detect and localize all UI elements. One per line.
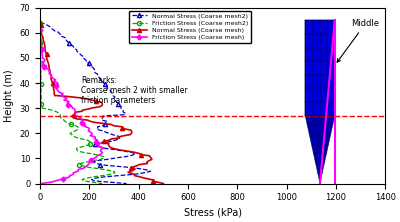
Normal Stress (Coarse mesh2) [38,21,42,24]
X-axis label: Stress (kPa): Stress (kPa) [184,208,242,218]
Normal Stress (Coarse mesh2) [81,55,86,58]
Line: Friction Stress (Coarse mesh2): Friction Stress (Coarse mesh2) [38,21,117,186]
Y-axis label: Height (m): Height (m) [4,69,14,122]
Line: Normal Stress (Coarse mesh2): Normal Stress (Coarse mesh2) [38,21,152,186]
Friction Stress (Coarse mesh2) [68,132,72,135]
Polygon shape [305,116,335,184]
Normal Stress (Coarse mesh2) [121,111,126,113]
Friction Stress (Coarse mesh) [79,120,84,123]
Friction Stress (Coarse mesh) [67,174,72,177]
Friction Stress (Coarse mesh2) [38,21,43,24]
Normal Stress (Coarse mesh2) [124,182,129,185]
Friction Stress (Coarse mesh2) [74,149,79,151]
Text: Remarks:
Coarse mesh 2 with smaller
friction parameters: Remarks: Coarse mesh 2 with smaller fric… [81,75,187,105]
Normal Stress (Coarse mesh2) [93,177,98,179]
Friction Stress (Coarse mesh2) [85,177,90,179]
Friction Stress (Coarse mesh) [39,182,44,185]
Normal Stress (Coarse mesh) [38,24,43,27]
Friction Stress (Coarse mesh2) [54,111,59,113]
Normal Stress (Coarse mesh2) [87,65,92,67]
Line: Normal Stress (Coarse mesh): Normal Stress (Coarse mesh) [38,23,166,186]
Normal Stress (Coarse mesh) [51,85,56,87]
Normal Stress (Coarse mesh2) [107,132,112,135]
Polygon shape [305,20,335,116]
Friction Stress (Coarse mesh) [72,108,77,111]
Friction Stress (Coarse mesh) [44,65,49,67]
Normal Stress (Coarse mesh) [98,105,102,108]
Normal Stress (Coarse mesh2) [113,149,118,151]
Normal Stress (Coarse mesh) [71,117,76,119]
Normal Stress (Coarse mesh) [52,92,57,95]
Line: Friction Stress (Coarse mesh): Friction Stress (Coarse mesh) [38,29,106,185]
Friction Stress (Coarse mesh) [42,58,47,61]
Legend: Normal Stress (Coarse mesh2), Friction Stress (Coarse mesh2), Normal Stress (Coa: Normal Stress (Coarse mesh2), Friction S… [129,11,251,43]
Friction Stress (Coarse mesh2) [38,55,43,58]
Friction Stress (Coarse mesh) [76,170,80,172]
Normal Stress (Coarse mesh) [147,178,152,180]
Friction Stress (Coarse mesh) [38,29,42,32]
Normal Stress (Coarse mesh) [161,182,166,185]
Friction Stress (Coarse mesh2) [38,65,43,67]
Text: Middle: Middle [337,19,380,62]
Friction Stress (Coarse mesh2) [100,182,104,185]
Normal Stress (Coarse mesh) [130,131,134,134]
